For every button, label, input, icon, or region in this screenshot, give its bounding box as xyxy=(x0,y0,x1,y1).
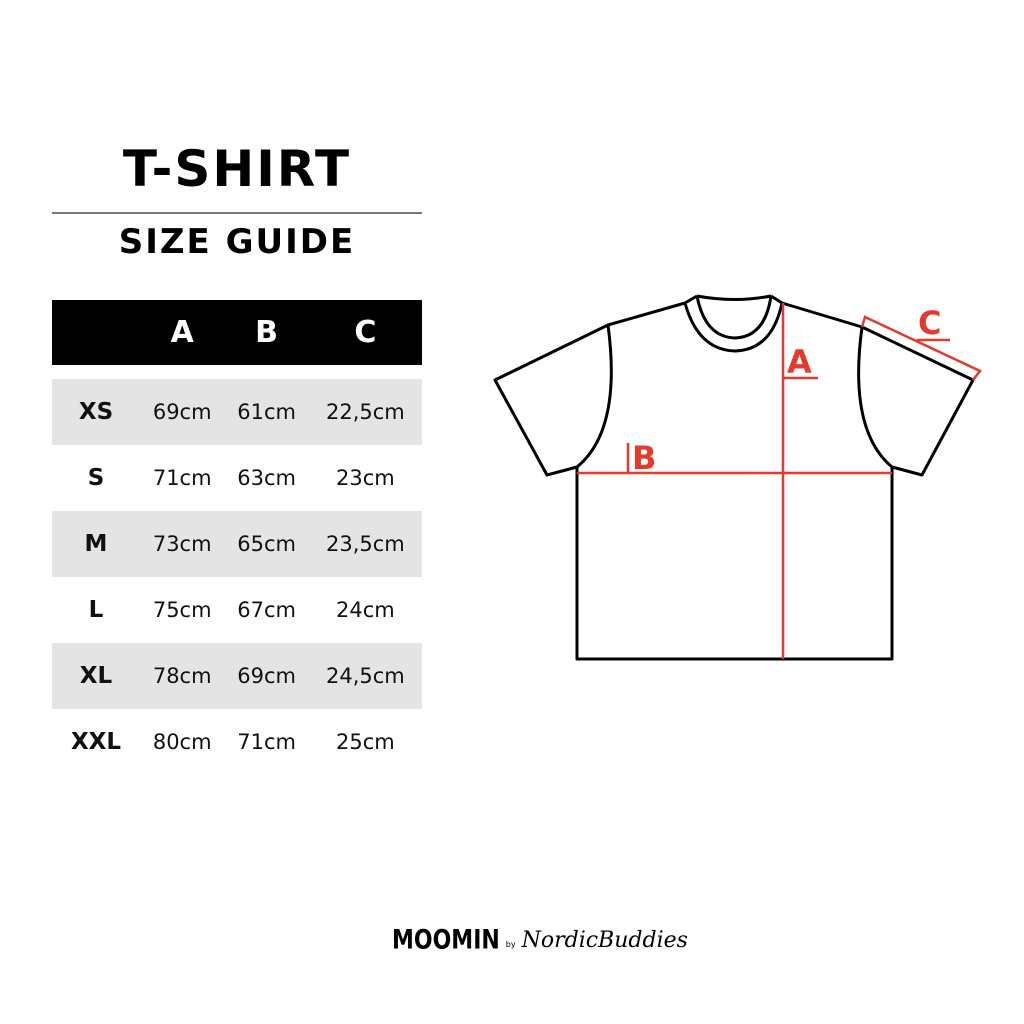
measure-a-cell: 73cm xyxy=(152,532,212,556)
measure-c-cell: 25cm xyxy=(336,730,395,754)
size-label: S xyxy=(87,465,105,491)
measure-b-cell: 69cm xyxy=(237,664,296,688)
measure-c-cell: 23cm xyxy=(336,466,395,490)
measure-a-cell: 80cm xyxy=(152,730,212,754)
table-row: XXL 80cm 71cm 25cm xyxy=(52,709,422,775)
measure-a-cell: 71cm xyxy=(152,466,212,490)
measure-a-cell: 78cm xyxy=(152,664,212,688)
measure-b-cell: 61cm xyxy=(237,400,296,424)
measure-c-cell: 23,5cm xyxy=(326,532,405,556)
measure-c-line xyxy=(860,315,982,381)
measure-b-cell: 63cm xyxy=(237,466,296,490)
table-header: A B C xyxy=(52,300,422,365)
size-label: XS xyxy=(78,399,114,425)
measure-c-cell: 24cm xyxy=(336,598,395,622)
measure-c-cell: 22,5cm xyxy=(326,400,405,424)
table-row: M 73cm 65cm 23,5cm xyxy=(52,511,422,577)
table-row: XS 69cm 61cm 22,5cm xyxy=(52,379,422,445)
measure-a-cell: 75cm xyxy=(152,598,212,622)
header-a: A xyxy=(170,315,194,350)
size-table: A B C XS 69cm 61cm 22,5cm S 71cm 63cm 23cm M 73cm… xyxy=(52,300,422,775)
logo-by: by xyxy=(505,940,516,949)
label-a: A xyxy=(787,343,812,381)
measure-b-cell: 65cm xyxy=(237,532,296,556)
header-c: C xyxy=(354,315,377,350)
measure-b-cell: 67cm xyxy=(237,598,296,622)
table-row: S 71cm 63cm 23cm xyxy=(52,445,422,511)
measure-lines xyxy=(577,303,982,659)
page-subtitle: SIZE GUIDE xyxy=(118,222,356,262)
header-b: B xyxy=(255,315,279,350)
label-c: C xyxy=(918,304,941,342)
tshirt-outline xyxy=(493,294,975,661)
size-label: L xyxy=(88,597,104,623)
divider xyxy=(52,212,422,214)
moomin-logo: MOOMIN xyxy=(392,925,500,956)
brand-logo: MOOMIN by NordicBuddies xyxy=(392,925,688,956)
size-label: XXL xyxy=(70,729,122,755)
measure-b-cell: 71cm xyxy=(237,730,296,754)
nordicbuddies-logo: NordicBuddies xyxy=(521,928,688,953)
measure-c-cell: 24,5cm xyxy=(326,664,405,688)
table-row: L 75cm 67cm 24cm xyxy=(52,577,422,643)
size-label: M xyxy=(84,531,108,557)
table-row: XL 78cm 69cm 24,5cm xyxy=(52,643,422,709)
page-title: T-SHIRT xyxy=(122,140,352,198)
size-label: XL xyxy=(79,663,113,689)
label-b: B xyxy=(632,439,656,477)
measure-a-cell: 69cm xyxy=(152,400,212,424)
